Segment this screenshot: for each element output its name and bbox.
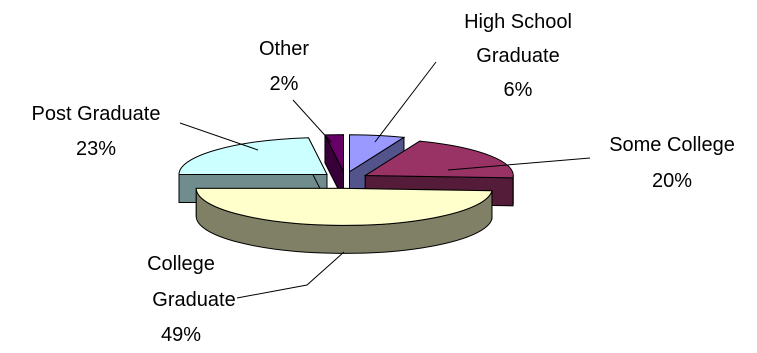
label-high-school-name-2: Graduate xyxy=(476,45,559,67)
slice-some-college-top xyxy=(363,140,514,179)
leader-post-grad xyxy=(179,122,259,151)
label-college-grad-pct: 49% xyxy=(161,324,201,346)
slice-post-grad-top xyxy=(178,137,328,175)
pie-tops xyxy=(178,134,514,226)
label-post-grad-pct: 23% xyxy=(76,138,116,160)
label-college-grad-name-2: Graduate xyxy=(152,289,235,311)
leader-college-grad xyxy=(236,251,345,299)
slice-college-grad-top xyxy=(195,187,493,226)
label-college-grad-name-1: College xyxy=(147,253,215,275)
label-high-school-name-1: High School xyxy=(464,11,572,33)
label-some-college-name: Some College xyxy=(609,134,735,156)
leader-some-college xyxy=(447,157,591,171)
leader-lines xyxy=(179,61,591,299)
label-some-college-pct: 20% xyxy=(652,170,692,192)
label-other-name: Other xyxy=(259,38,309,60)
label-post-grad-name: Post Graduate xyxy=(32,103,161,125)
slice-high-school-top xyxy=(348,134,406,173)
leader-other xyxy=(292,99,332,143)
leader-high-school xyxy=(374,61,437,143)
data-labels: High School Graduate 6% Some College 20%… xyxy=(32,11,735,346)
label-other-pct: 2% xyxy=(270,73,299,95)
label-high-school-pct: 6% xyxy=(504,79,533,101)
